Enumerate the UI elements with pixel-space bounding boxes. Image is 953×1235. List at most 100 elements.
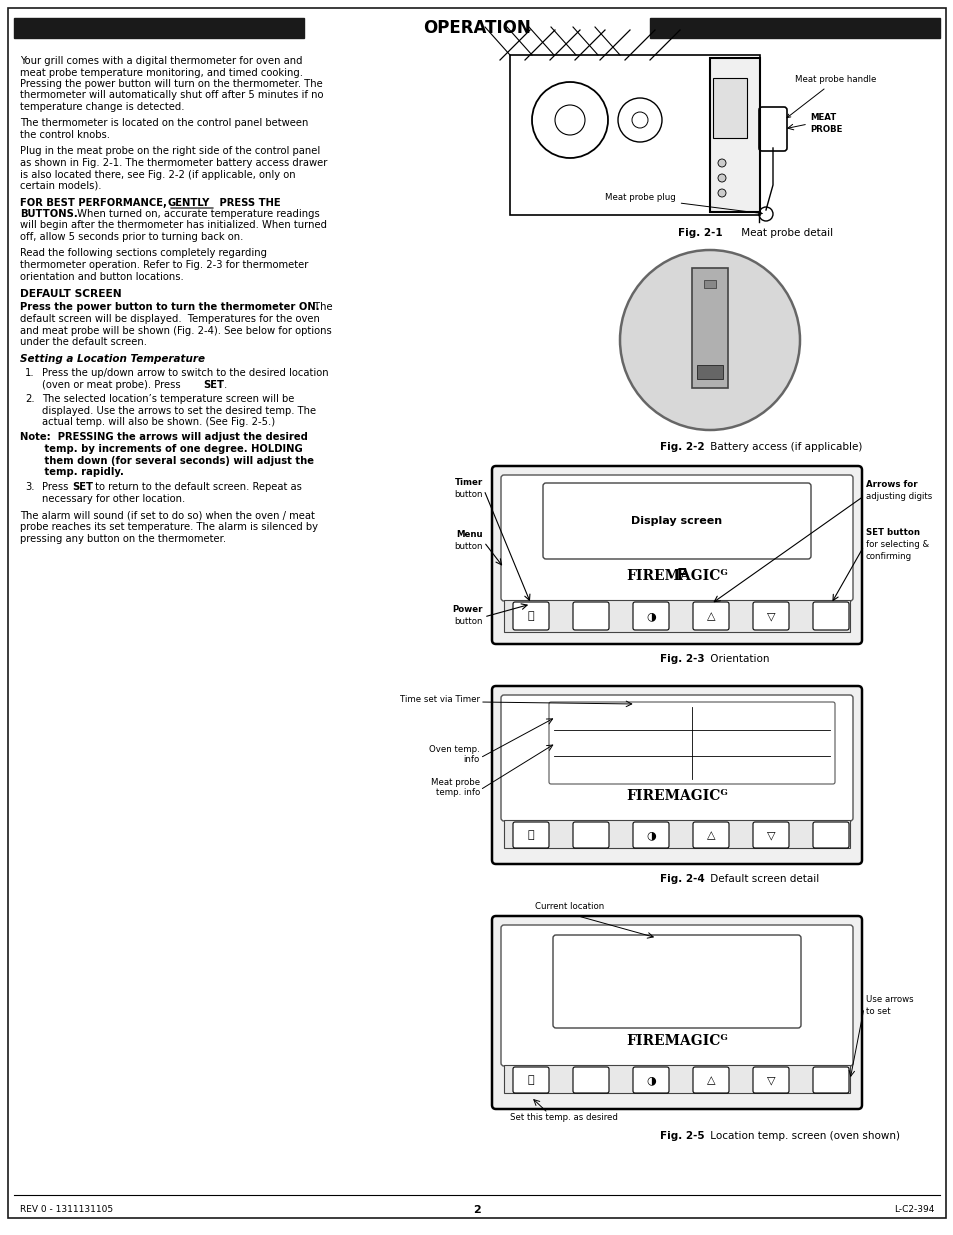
Bar [510,56,760,215]
Text: button: button [454,618,482,626]
Text: Menu: Menu [456,530,482,538]
Text: as shown in Fig. 2-1. The thermometer battery access drawer: as shown in Fig. 2-1. The thermometer ba… [20,158,327,168]
Text: PROBE: PROBE [809,126,841,135]
Bar [503,1065,849,1093]
Text: Plug in the meat probe on the right side of the control panel: Plug in the meat probe on the right side… [20,147,320,157]
Text: temperature change is detected.: temperature change is detected. [20,103,184,112]
Bar [697,366,722,379]
Bar [703,280,716,288]
Text: under the default screen.: under the default screen. [20,337,147,347]
Text: Read the following sections completely regarding: Read the following sections completely r… [20,248,267,258]
FancyBboxPatch shape [513,823,548,848]
Text: ⏻: ⏻ [527,1074,534,1086]
Text: (oven or meat probe). Press: (oven or meat probe). Press [42,379,184,389]
FancyBboxPatch shape [752,1067,788,1093]
Text: 2.: 2. [25,394,34,404]
Text: F: F [677,568,687,583]
Text: ▽: ▽ [766,830,775,840]
FancyBboxPatch shape [692,823,728,848]
Text: OPERATION: OPERATION [423,19,530,37]
Text: Fig. 2-2: Fig. 2-2 [659,442,704,452]
Text: them down (for several seconds) will adjust the: them down (for several seconds) will adj… [20,456,314,466]
Text: L-C2-394: L-C2-394 [894,1205,934,1214]
Text: Timer: Timer [455,478,482,487]
Text: Oven temp.
info: Oven temp. info [429,745,479,764]
Text: 1.: 1. [25,368,34,378]
FancyBboxPatch shape [752,601,788,630]
Text: FIREMAGICᴳ: FIREMAGICᴳ [625,789,727,803]
FancyBboxPatch shape [548,701,834,784]
Text: MEAT: MEAT [809,114,836,122]
Bar [14,19,304,38]
Text: SET button: SET button [865,529,919,537]
Text: Press: Press [42,483,71,493]
FancyBboxPatch shape [500,475,852,601]
Text: The selected location’s temperature screen will be: The selected location’s temperature scre… [42,394,294,404]
FancyBboxPatch shape [500,695,852,821]
FancyBboxPatch shape [633,601,668,630]
Text: SET: SET [71,483,92,493]
Text: FIREMAGICᴳ: FIREMAGICᴳ [625,1034,727,1049]
Text: off, allow 5 seconds prior to turning back on.: off, allow 5 seconds prior to turning ba… [20,232,243,242]
Text: SET: SET [203,379,224,389]
Text: Fig. 2-4: Fig. 2-4 [659,874,704,884]
Text: Display screen: Display screen [631,516,721,526]
FancyBboxPatch shape [500,925,852,1066]
Text: When turned on, accurate temperature readings: When turned on, accurate temperature rea… [74,209,319,219]
Text: temp. by increments of one degree. HOLDING: temp. by increments of one degree. HOLDI… [20,445,302,454]
Text: Meat probe detail: Meat probe detail [738,228,832,238]
Text: actual temp. will also be shown. (See Fig. 2-5.): actual temp. will also be shown. (See Fi… [42,417,274,427]
Text: Orientation: Orientation [706,655,769,664]
Text: default screen will be displayed.  Temperatures for the oven: default screen will be displayed. Temper… [20,314,319,324]
Text: confirming: confirming [865,552,911,561]
Text: to set: to set [865,1008,890,1016]
FancyBboxPatch shape [752,823,788,848]
Bar [712,78,746,138]
Text: Meat probe plug: Meat probe plug [604,194,761,215]
Text: ◑: ◑ [645,611,655,621]
Text: Use arrows: Use arrows [865,995,913,1004]
FancyBboxPatch shape [573,601,608,630]
Text: Pressing the power button will turn on the thermometer. The: Pressing the power button will turn on t… [20,79,322,89]
Bar [709,58,760,212]
Text: The: The [311,303,333,312]
Text: ⏻: ⏻ [527,611,534,621]
Text: to return to the default screen. Repeat as: to return to the default screen. Repeat … [91,483,301,493]
Text: Default screen detail: Default screen detail [706,874,819,884]
FancyBboxPatch shape [633,1067,668,1093]
Text: displayed. Use the arrows to set the desired temp. The: displayed. Use the arrows to set the des… [42,405,315,415]
Text: thermometer operation. Refer to Fig. 2-3 for thermometer: thermometer operation. Refer to Fig. 2-3… [20,261,308,270]
Text: GENTLY: GENTLY [168,198,211,207]
Text: thermometer will automatically shut off after 5 minutes if no: thermometer will automatically shut off … [20,90,323,100]
Text: ⏻: ⏻ [527,830,534,840]
FancyBboxPatch shape [812,823,848,848]
Text: △: △ [706,1074,715,1086]
Text: The thermometer is located on the control panel between: The thermometer is located on the contro… [20,119,308,128]
Text: Note:  PRESSING the arrows will adjust the desired: Note: PRESSING the arrows will adjust th… [20,432,308,442]
Text: certain models).: certain models). [20,182,101,191]
Circle shape [718,159,725,167]
FancyBboxPatch shape [633,823,668,848]
Text: the control knobs.: the control knobs. [20,130,110,140]
FancyBboxPatch shape [542,483,810,559]
FancyBboxPatch shape [492,685,862,864]
Text: Arrows for: Arrows for [865,480,917,489]
Text: PRESS THE: PRESS THE [215,198,280,207]
Text: Location temp. screen (oven shown): Location temp. screen (oven shown) [706,1131,899,1141]
Text: Set this temp. as desired: Set this temp. as desired [510,1113,618,1123]
FancyBboxPatch shape [573,1067,608,1093]
Text: ▽: ▽ [766,611,775,621]
FancyBboxPatch shape [513,601,548,630]
FancyBboxPatch shape [692,601,728,630]
Text: △: △ [706,830,715,840]
FancyBboxPatch shape [692,1067,728,1093]
Text: FOR BEST PERFORMANCE,: FOR BEST PERFORMANCE, [20,198,171,207]
Text: ▽: ▽ [766,1074,775,1086]
Text: △: △ [706,611,715,621]
Text: Setting a Location Temperature: Setting a Location Temperature [20,353,205,363]
Text: Time set via Timer: Time set via Timer [399,695,479,704]
Text: Press the power button to turn the thermometer ON.: Press the power button to turn the therm… [20,303,319,312]
Text: and meat probe will be shown (Fig. 2-4). See below for options: and meat probe will be shown (Fig. 2-4).… [20,326,332,336]
Bar [503,820,849,848]
Text: Fig. 2-1: Fig. 2-1 [677,228,721,238]
